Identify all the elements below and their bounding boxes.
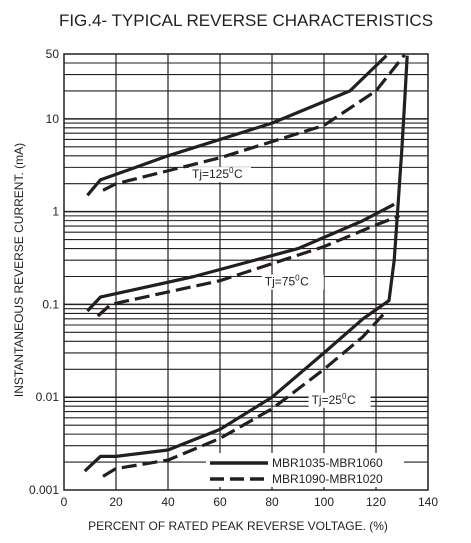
- y-tick-labels: 0.001 0.01 0.1 1 10 50: [29, 47, 59, 497]
- temperature-annotation: Tj=75: [265, 274, 296, 288]
- x-tick-label: 0: [61, 495, 68, 509]
- x-tick-label: 60: [213, 495, 227, 509]
- x-axis-label: PERCENT OF RATED PEAK REVERSE VOLTAGE. (…: [88, 519, 388, 533]
- legend-background: [206, 453, 404, 487]
- legend: MBR1035-MBR1060 MBR1090-MBR1020: [206, 453, 404, 487]
- annotation-unit: C: [347, 393, 356, 407]
- temperature-annotation: Tj=25: [312, 393, 343, 407]
- y-tick-label: 10: [46, 112, 60, 126]
- y-axis-label: INSTANTANEOUS REVERSE CURRENT. (mA): [12, 143, 26, 397]
- x-tick-label: 40: [161, 495, 175, 509]
- series-group: [83, 53, 409, 478]
- series-line-solid: [86, 202, 395, 313]
- series-line-dashed: [102, 309, 388, 478]
- x-tick-label: 120: [366, 495, 386, 509]
- series-line-solid: [83, 55, 409, 473]
- chart-title: FIG.4- TYPICAL REVERSE CHARACTERISTICS: [59, 11, 433, 30]
- legend-entry-label: MBR1035-MBR1060: [272, 456, 383, 470]
- plot-frame: [63, 53, 429, 491]
- annotation-superscript: 0: [342, 392, 347, 401]
- series-line-solid: [86, 54, 388, 197]
- annotation-backing: [308, 392, 371, 408]
- series-line-dashed: [102, 53, 406, 192]
- x-tick-label: 20: [109, 495, 123, 509]
- x-tick-labels: 0 20 40 60 80 100 120 140: [61, 495, 439, 509]
- annotation-backing: [189, 167, 251, 183]
- annotation-unit: C: [234, 167, 243, 181]
- legend-entry-label: MBR1090-MBR1020: [272, 472, 383, 486]
- annotation-superscript: 0: [295, 273, 300, 282]
- y-tick-label: 0.001: [29, 483, 59, 497]
- y-tick-label: 0.1: [42, 297, 59, 311]
- annotation-unit: C: [300, 274, 309, 288]
- x-tick-label: 140: [418, 495, 438, 509]
- x-tick-label: 80: [265, 495, 279, 509]
- y-tick-label: 50: [46, 47, 60, 61]
- y-tick-label: 1: [52, 205, 59, 219]
- annotation-superscript: 0: [229, 166, 234, 175]
- annotation-backing: [261, 274, 324, 290]
- series-line-dashed: [96, 214, 400, 318]
- x-tick-label: 100: [314, 495, 334, 509]
- y-tick-label: 0.01: [36, 390, 60, 404]
- annotation-group: Tj=125 0 CTj=75 0 CTj=25 0 C: [189, 166, 371, 408]
- temperature-annotation: Tj=125: [192, 167, 229, 181]
